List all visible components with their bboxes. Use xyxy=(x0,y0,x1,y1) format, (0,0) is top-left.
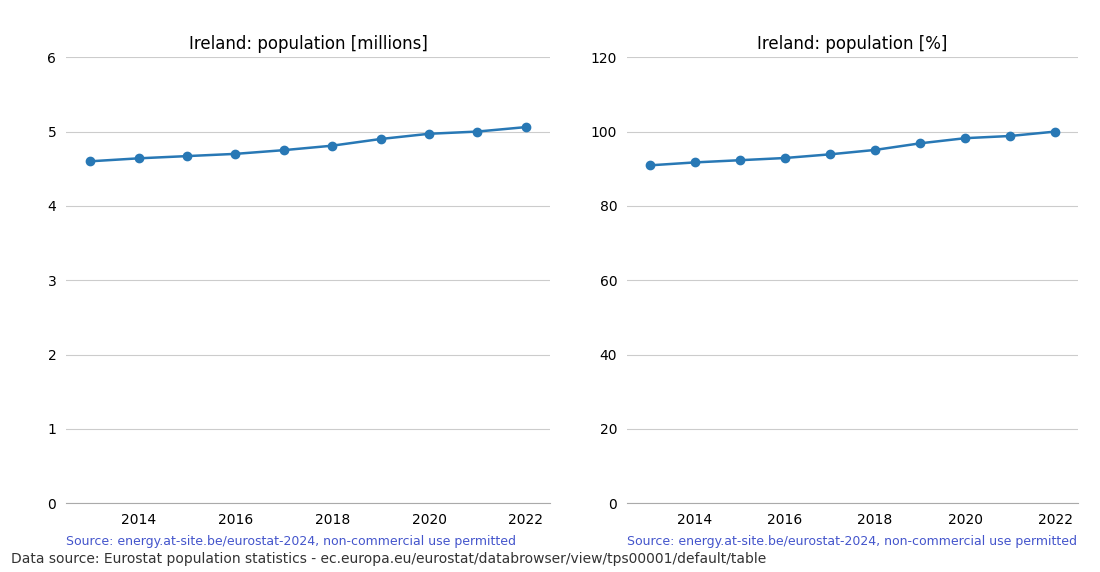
Title: Ireland: population [%]: Ireland: population [%] xyxy=(757,35,948,53)
Title: Ireland: population [millions]: Ireland: population [millions] xyxy=(188,35,428,53)
Text: Source: energy.at-site.be/eurostat-2024, non-commercial use permitted: Source: energy.at-site.be/eurostat-2024,… xyxy=(627,535,1077,547)
Text: Source: energy.at-site.be/eurostat-2024, non-commercial use permitted: Source: energy.at-site.be/eurostat-2024,… xyxy=(66,535,516,547)
Text: Data source: Eurostat population statistics - ec.europa.eu/eurostat/databrowser/: Data source: Eurostat population statist… xyxy=(11,553,767,566)
